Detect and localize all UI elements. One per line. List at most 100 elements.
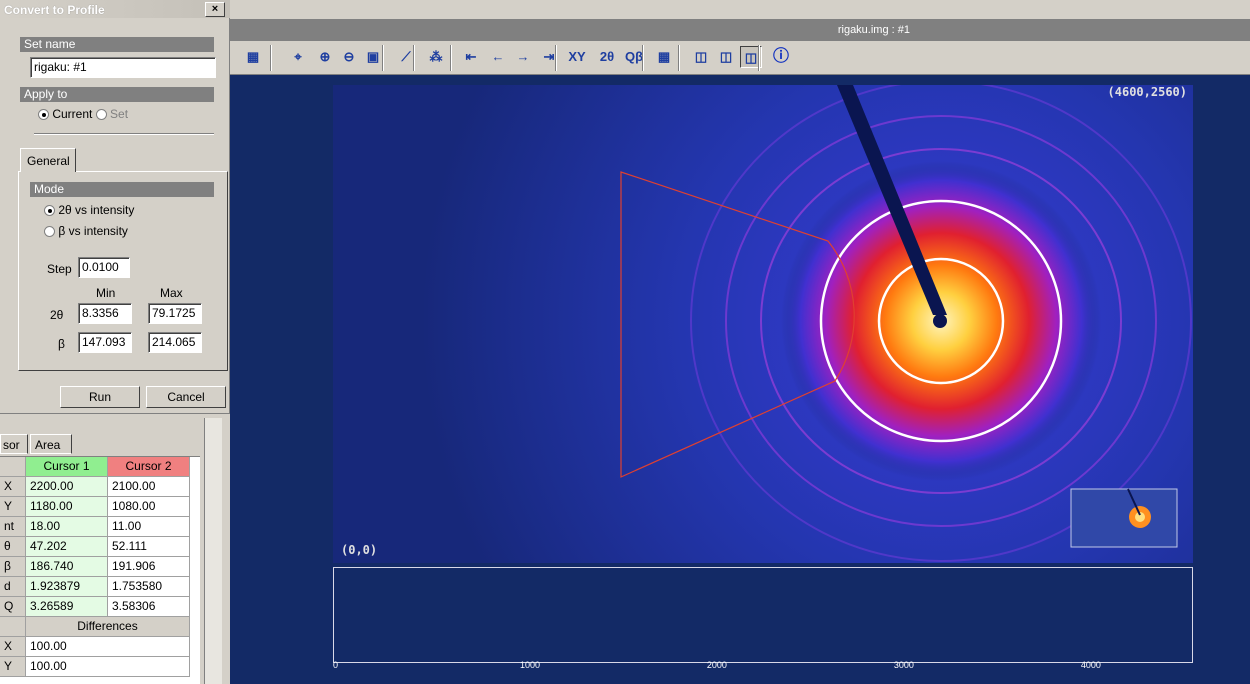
cursor2-value: 52.111 <box>108 537 190 557</box>
top-strip <box>230 0 1250 20</box>
profile-x-axis: 0 1000 2000 3000 4000 <box>333 660 1193 680</box>
cursor1-value: 1.923879 <box>26 577 108 597</box>
beta-max-field[interactable]: 214.065 <box>148 332 202 353</box>
row-beta-label: β <box>58 337 65 351</box>
toolbar-separator <box>270 45 272 71</box>
divider <box>34 133 214 135</box>
row-label: nt <box>0 517 26 537</box>
beta-min-field[interactable]: 147.093 <box>78 332 132 353</box>
row-label <box>0 617 26 637</box>
2theta-min-field[interactable]: 8.3356 <box>78 303 132 324</box>
row-2theta-label: 2θ <box>50 308 64 322</box>
mode-label: Mode <box>30 182 214 197</box>
row-label: θ <box>0 537 26 557</box>
grid-icon[interactable]: ▦ <box>657 49 671 64</box>
next-icon[interactable]: → <box>516 49 530 64</box>
coord-top-right: (4600,2560) <box>1107 85 1187 99</box>
tab-cursor[interactable]: sor <box>0 434 28 454</box>
mode-beta-radio[interactable] <box>44 226 55 238</box>
toolbar-separator <box>555 45 557 71</box>
cursor2-value: 191.906 <box>108 557 190 577</box>
toolbar-separator <box>413 45 415 71</box>
tab-general[interactable]: General <box>20 148 76 172</box>
coord-bottom-left: (0,0) <box>341 543 378 557</box>
cursor2-header: Cursor 2 <box>108 457 190 477</box>
profile-x-tick-label: 1000 <box>519 660 540 670</box>
min-label: Min <box>96 286 116 300</box>
apply-current-label: Current <box>52 107 93 121</box>
row-label: X <box>0 477 26 497</box>
apply-set-radio[interactable] <box>95 109 107 121</box>
max-label: Max <box>160 286 183 300</box>
2theta-beta-icon[interactable]: 2θ <box>599 49 615 64</box>
diffraction-image[interactable]: (4600,2560) (0,0) <box>333 85 1193 563</box>
profile-x-tick-label: 0 <box>333 660 339 670</box>
viewer-title: rigaku.img : #1 <box>230 20 1250 41</box>
cursor2-value: 11.00 <box>108 517 190 537</box>
row-label: Y <box>0 497 26 517</box>
cursor2-value: 2100.00 <box>108 477 190 497</box>
cursor1-value: 1180.00 <box>26 497 108 517</box>
last-icon[interactable]: ⇥ <box>543 49 555 64</box>
mode-2theta-label: 2θ vs intensity <box>58 203 135 217</box>
cursor1-value: 186.740 <box>26 557 108 577</box>
scrollbar[interactable] <box>204 418 222 684</box>
row-label: d <box>0 577 26 597</box>
xy-icon[interactable]: XY <box>568 49 586 64</box>
profile-x-tick-label: 3000 <box>893 660 914 670</box>
properties-icon[interactable]: ▦ <box>246 49 260 64</box>
mode-beta-label: β vs intensity <box>58 224 128 238</box>
row-label: X <box>0 637 26 657</box>
zoom-box-icon[interactable]: ▣ <box>366 49 380 64</box>
apply-to-label: Apply to <box>20 87 214 102</box>
convert-to-profile-dialog: Convert to Profile × Set name rigaku: #1… <box>0 0 230 414</box>
apply-to-options: Current Set <box>38 107 128 121</box>
q-beta-icon[interactable]: Qβ <box>624 49 644 64</box>
view2-icon[interactable]: ◫ <box>719 49 733 64</box>
apply-set-label: Set <box>110 107 129 121</box>
dialog-title: Convert to Profile <box>0 0 230 18</box>
cursor2-value: 1080.00 <box>108 497 190 517</box>
cursor1-value: 47.202 <box>26 537 108 557</box>
close-button[interactable]: × <box>205 2 225 17</box>
cursor-panel: sor Area Cursor 1 Cursor 2 X 2200.00 2100.00… <box>0 418 224 684</box>
toolbar-separator <box>678 45 680 71</box>
profile-x-tick-label: 2000 <box>706 660 727 670</box>
prev-icon[interactable]: ← <box>491 49 505 64</box>
cursor1-value: 18.00 <box>26 517 108 537</box>
peak-icon[interactable]: ⁂ <box>429 49 443 64</box>
toolbar: ▦ ⌖ ⊕ ⊖ ▣ ⟋ ⁂ ⇤ ← → ⇥ XY 2θ Qβ ▦ ◫ ◫ ◫ ⓘ <box>230 41 1250 75</box>
mode-2theta-radio[interactable] <box>44 205 55 217</box>
cursor1-value: 2200.00 <box>26 477 108 497</box>
difference-value: 100.00 <box>26 637 190 657</box>
cursor1-header: Cursor 1 <box>26 457 108 477</box>
cancel-button[interactable]: Cancel <box>146 386 226 408</box>
toolbar-separator <box>450 45 452 71</box>
difference-value: 100.00 <box>26 657 190 677</box>
view1-icon[interactable]: ◫ <box>694 49 708 64</box>
table-corner <box>0 457 26 477</box>
info-icon[interactable]: ⓘ <box>772 48 789 65</box>
apply-current-radio[interactable] <box>38 109 49 121</box>
baseline-icon[interactable]: ⟋ <box>401 49 411 64</box>
profile-plot[interactable] <box>333 567 1193 663</box>
step-field[interactable]: 0.0100 <box>78 257 130 278</box>
set-name-field[interactable]: rigaku: #1 <box>30 57 216 78</box>
tab-area[interactable]: Area <box>30 434 72 454</box>
differences-header: Differences <box>26 617 190 637</box>
run-button[interactable]: Run <box>60 386 140 408</box>
zoom-out-icon[interactable]: ⊖ <box>343 49 355 64</box>
cursor2-value: 1.753580 <box>108 577 190 597</box>
cursor-table: Cursor 1 Cursor 2 X 2200.00 2100.00 Y 1180.00 1… <box>0 456 200 684</box>
toolbar-separator <box>758 45 760 71</box>
view3-icon[interactable]: ◫ <box>740 46 762 68</box>
step-label: Step <box>47 262 72 276</box>
zoom-in-icon[interactable]: ⊕ <box>319 49 331 64</box>
mode-beta-option[interactable]: β vs intensity <box>44 224 128 238</box>
mode-2theta-option[interactable]: 2θ vs intensity <box>44 203 134 217</box>
cursor2-value: 3.58306 <box>108 597 190 617</box>
2theta-max-field[interactable]: 79.1725 <box>148 303 202 324</box>
cursor1-value: 3.26589 <box>26 597 108 617</box>
first-icon[interactable]: ⇤ <box>465 49 477 64</box>
zoom-fit-icon[interactable]: ⌖ <box>294 49 302 64</box>
